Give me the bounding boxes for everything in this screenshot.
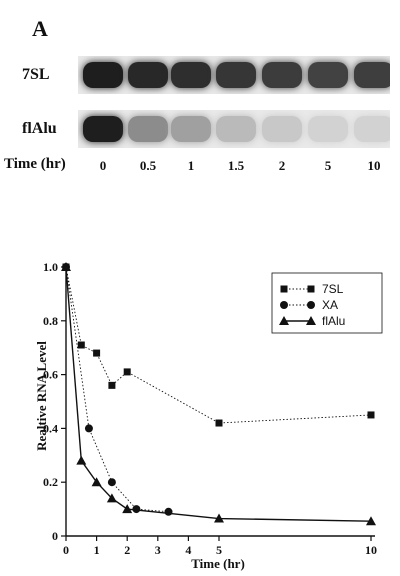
x-tick-label: 3 (155, 543, 161, 557)
y-tick-label: 1.0 (43, 260, 58, 274)
chart-series (61, 262, 376, 526)
legend-box (271, 272, 383, 334)
x-tick-label: 1 (94, 543, 100, 557)
gel-blot-7sl (78, 56, 390, 94)
data-point-xa (107, 478, 116, 487)
data-point-flalu (61, 262, 71, 271)
data-point-flalu (122, 504, 133, 514)
gel-band-7sl-3 (216, 62, 256, 88)
data-point-7sl (93, 349, 101, 357)
gel-band-flalu-3 (216, 116, 256, 142)
gel-band-flalu-1 (128, 116, 168, 142)
x-tick-label: 10 (365, 543, 377, 557)
data-point-7sl (367, 411, 375, 419)
gel-time-label: Time (hr) (4, 156, 66, 172)
legend-marker-flalu (279, 316, 289, 325)
data-point-flalu (214, 513, 224, 523)
legend-marker-flalu (306, 316, 316, 325)
gel-band-flalu-6 (354, 116, 390, 142)
gel-band-flalu-4 (262, 116, 302, 142)
gel-band-flalu-2 (171, 116, 211, 142)
gel-blot-flalu (78, 110, 390, 148)
data-point-flalu (76, 455, 87, 465)
data-point-xa (84, 424, 93, 433)
gel-band-7sl-5 (308, 62, 348, 88)
data-point-flalu (106, 493, 117, 503)
legend-label-xa: XA (322, 298, 338, 312)
gel-time-5: 5 (324, 158, 332, 173)
chart-axes: 0 0.2 0.4 0.6 0.8 1.0 0 1 2 3 4 5 10 (43, 260, 377, 557)
chart-legend: 7SL XA flAlu (271, 272, 383, 334)
gel-band-flalu-5 (308, 116, 348, 142)
y-tick-label: 0.6 (43, 368, 58, 382)
x-tick-label: 0 (63, 543, 69, 557)
gel-time-0: 0 (99, 158, 107, 173)
legend-marker-xa (307, 301, 315, 309)
legend-marker-xa (280, 301, 288, 309)
data-point-7sl (108, 381, 116, 389)
x-tick-label: 5 (216, 543, 222, 557)
gel-time-1: 1 (187, 158, 195, 173)
y-tick-label: 0.2 (43, 475, 58, 489)
data-point-7sl (77, 341, 85, 349)
gel-time-15: 1.5 (227, 158, 245, 173)
gel-band-7sl-6 (354, 62, 390, 88)
data-point-xa (132, 505, 141, 514)
x-tick-label: 4 (185, 543, 191, 557)
decay-chart: 0 0.2 0.4 0.6 0.8 1.0 0 1 2 3 4 5 10 7SL XA flAlu Real… (34, 260, 383, 571)
data-point-flalu (366, 516, 376, 526)
data-point-7sl (123, 368, 131, 376)
data-point-flalu (91, 477, 102, 487)
lane-label-flalu: flAlu (22, 120, 57, 137)
gel-band-7sl-1 (128, 62, 168, 88)
y-tick-label: 0.4 (43, 421, 58, 435)
gel-time-10: 10 (367, 158, 381, 173)
panel-label: A (32, 16, 48, 41)
legend-label-7sl: 7SL (322, 282, 344, 296)
lane-label-7sl: 7SL (22, 66, 50, 83)
y-axis-title: Realtive RNA Level (34, 341, 49, 451)
gel-band-7sl-2 (171, 62, 211, 88)
gel-band-7sl-4 (262, 62, 302, 88)
data-point-xa (164, 507, 173, 516)
gel-time-2: 2 (278, 158, 286, 173)
x-tick-label: 2 (124, 543, 130, 557)
series-line-xa (65, 266, 169, 513)
gel-band-flalu-0 (83, 116, 123, 142)
x-axis-title: Time (hr) (191, 556, 245, 571)
y-tick-label: 0.8 (43, 314, 58, 328)
legend-label-flalu: flAlu (322, 314, 345, 328)
y-tick-label: 0 (52, 529, 58, 543)
data-point-7sl (215, 419, 223, 427)
gel-band-7sl-0 (83, 62, 123, 88)
legend-marker-7sl (280, 285, 288, 293)
legend-marker-7sl (307, 285, 315, 293)
gel-time-05: 0.5 (139, 158, 157, 173)
